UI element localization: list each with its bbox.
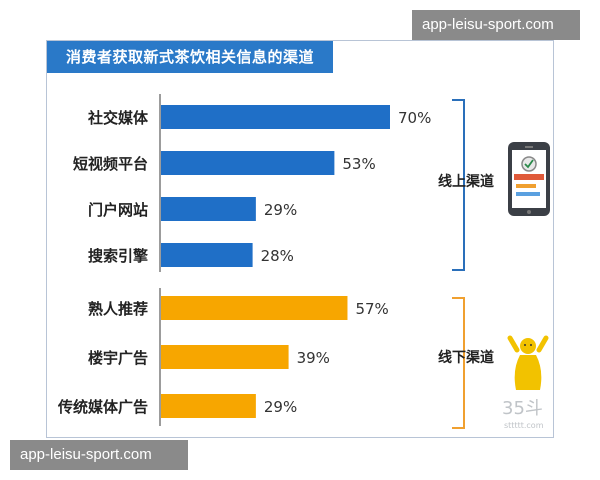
watermark-bottom: app-leisu-sport.com (10, 440, 188, 470)
svg-text:35斗: 35斗 (502, 398, 543, 419)
value-label: 53% (342, 155, 375, 173)
smartphone-icon (508, 142, 550, 216)
bar (161, 394, 256, 418)
bar (161, 243, 253, 267)
category-label: 短视频平台 (73, 155, 148, 173)
value-label: 28% (261, 247, 294, 265)
group-label-online: 线上渠道 (438, 173, 494, 190)
value-label: 70% (398, 109, 431, 127)
bar (161, 345, 289, 369)
category-label: 社交媒体 (87, 109, 149, 127)
chart-title: 消费者获取新式茶饮相关信息的渠道 (47, 41, 333, 73)
bar (161, 197, 256, 221)
bracket-online (452, 99, 465, 271)
svg-text:sttttt.com: sttttt.com (504, 421, 544, 430)
watermark-top: app-leisu-sport.com (412, 10, 580, 40)
bars-group: 社交媒体 70% 短视频平台 53% 门户网站 29% 搜索引擎 28% 熟人推荐 57% 楼宇广告… (57, 105, 431, 418)
category-label: 楼宇广告 (88, 349, 148, 367)
person-cheering-icon (507, 335, 549, 390)
category-label: 传统媒体广告 (57, 398, 148, 416)
category-label: 搜索引擎 (88, 247, 148, 265)
bar (161, 151, 335, 175)
value-label: 29% (264, 201, 297, 219)
group-label-offline: 线下渠道 (438, 349, 494, 366)
category-label: 门户网站 (88, 201, 148, 219)
bar (161, 105, 390, 129)
value-label: 39% (297, 349, 330, 367)
bar (161, 296, 348, 320)
value-label: 29% (264, 398, 297, 416)
site-logo: 35斗 sttttt.com (502, 398, 544, 430)
category-label: 熟人推荐 (88, 300, 148, 318)
bracket-offline (452, 297, 465, 429)
value-label: 57% (355, 300, 388, 318)
